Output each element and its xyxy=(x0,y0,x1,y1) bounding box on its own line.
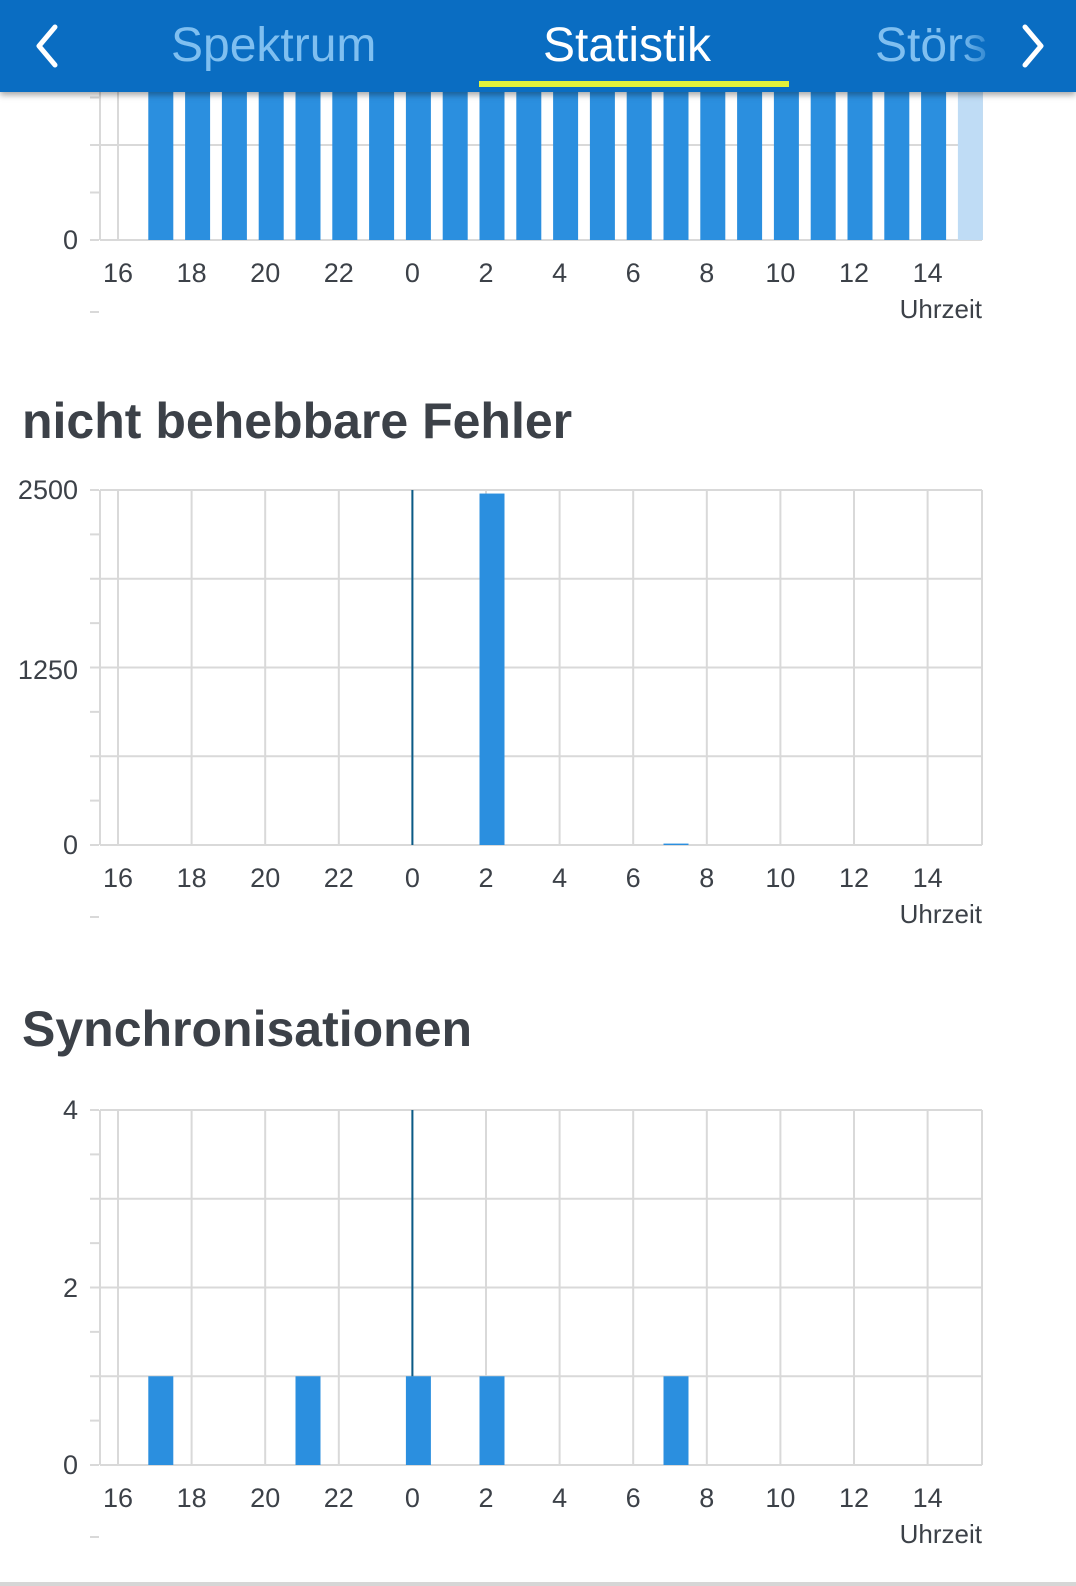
x-tick-label: 14 xyxy=(913,258,943,288)
x-tick-label: 20 xyxy=(250,1483,280,1513)
x-tick-label: 14 xyxy=(913,863,943,893)
tab-fade xyxy=(960,0,1015,92)
x-tick-label: 14 xyxy=(913,1483,943,1513)
x-tick-label: 2 xyxy=(478,258,493,288)
x-tick-label: 2 xyxy=(478,863,493,893)
x-tick-label: 16 xyxy=(103,1483,133,1513)
x-axis-title: Uhrzeit xyxy=(900,294,983,324)
x-axis-title: Uhrzeit xyxy=(900,1519,983,1549)
bar xyxy=(405,92,431,240)
y-tick-label: 1250 xyxy=(18,655,78,685)
x-tick-label: 10 xyxy=(765,258,795,288)
x-tick-label: 6 xyxy=(626,1483,641,1513)
bar xyxy=(553,92,579,240)
active-tab-indicator xyxy=(479,81,789,87)
bar xyxy=(663,843,689,845)
x-tick-label: 0 xyxy=(405,1483,420,1513)
section-title-synchronizations: Synchronisationen xyxy=(22,1001,473,1057)
bar xyxy=(700,92,726,240)
bar xyxy=(369,92,395,240)
tab-statistik[interactable]: Statistik xyxy=(543,19,712,72)
section-title-uncorrectable-errors: nicht behebbare Fehler xyxy=(22,393,573,449)
x-tick-label: 22 xyxy=(324,1483,354,1513)
x-tick-label: 12 xyxy=(839,863,869,893)
x-tick-label: 4 xyxy=(552,258,567,288)
bar xyxy=(921,92,947,240)
bar-current-hour xyxy=(957,92,983,240)
x-tick-label: 16 xyxy=(103,258,133,288)
x-tick-label: 8 xyxy=(699,863,714,893)
y-tick-label: 0 xyxy=(63,1450,78,1480)
x-tick-label: 22 xyxy=(324,863,354,893)
y-tick-label: 4 xyxy=(63,1095,78,1125)
x-tick-label: 0 xyxy=(405,863,420,893)
x-tick-label: 4 xyxy=(552,863,567,893)
bar xyxy=(221,92,247,240)
x-tick-label: 4 xyxy=(552,1483,567,1513)
bar xyxy=(516,92,542,240)
x-tick-label: 12 xyxy=(839,1483,869,1513)
chevron-right-icon[interactable] xyxy=(1008,14,1058,78)
x-tick-label: 12 xyxy=(839,258,869,288)
x-tick-label: 6 xyxy=(626,258,641,288)
bar xyxy=(295,1376,321,1465)
bar xyxy=(148,1376,174,1465)
x-tick-label: 18 xyxy=(177,1483,207,1513)
x-tick-label: 16 xyxy=(103,863,133,893)
y-tick-label: 2 xyxy=(63,1273,78,1303)
bar xyxy=(810,92,836,240)
bar xyxy=(479,92,505,240)
bar xyxy=(884,92,910,240)
bar xyxy=(479,493,505,845)
bar xyxy=(663,1376,689,1465)
y-tick-label: 0 xyxy=(63,830,78,860)
x-tick-label: 20 xyxy=(250,863,280,893)
x-tick-label: 0 xyxy=(405,258,420,288)
bar xyxy=(332,92,358,240)
bottom-divider xyxy=(0,1582,1076,1586)
bar xyxy=(479,1376,505,1465)
bar xyxy=(626,92,652,240)
top-tab-bar: Spektrum Statistik Störs xyxy=(0,0,1076,92)
bar xyxy=(295,92,321,240)
tab-spektrum[interactable]: Spektrum xyxy=(171,19,377,72)
x-tick-label: 8 xyxy=(699,1483,714,1513)
x-axis-title: Uhrzeit xyxy=(900,899,983,929)
y-tick-label: 0 xyxy=(63,225,78,255)
bar xyxy=(442,92,468,240)
chart-uncorrectable-errors: 16 18 20 22 0 2 4 6 8 10 12 14 Uhrzeit 2500 1250 0 xyxy=(18,475,983,929)
x-tick-label: 18 xyxy=(177,863,207,893)
bar xyxy=(258,92,284,240)
x-tick-label: 20 xyxy=(250,258,280,288)
bar xyxy=(773,92,799,240)
x-tick-label: 10 xyxy=(765,863,795,893)
bar xyxy=(405,1376,431,1465)
x-tick-label: 6 xyxy=(626,863,641,893)
bar xyxy=(148,92,174,240)
bar xyxy=(737,92,763,240)
x-tick-label: 22 xyxy=(324,258,354,288)
x-tick-label: 8 xyxy=(699,258,714,288)
x-tick-label: 2 xyxy=(478,1483,493,1513)
x-tick-label: 18 xyxy=(177,258,207,288)
bar xyxy=(589,92,615,240)
chart-top-partial: 16 18 20 22 0 2 4 6 8 10 12 14 Uhrzeit 0 xyxy=(63,0,983,324)
chevron-left-icon[interactable] xyxy=(22,14,72,78)
bar xyxy=(847,92,873,240)
y-tick-label: 2500 xyxy=(18,475,78,505)
x-tick-label: 10 xyxy=(765,1483,795,1513)
bar xyxy=(185,92,211,240)
bar xyxy=(663,92,689,240)
